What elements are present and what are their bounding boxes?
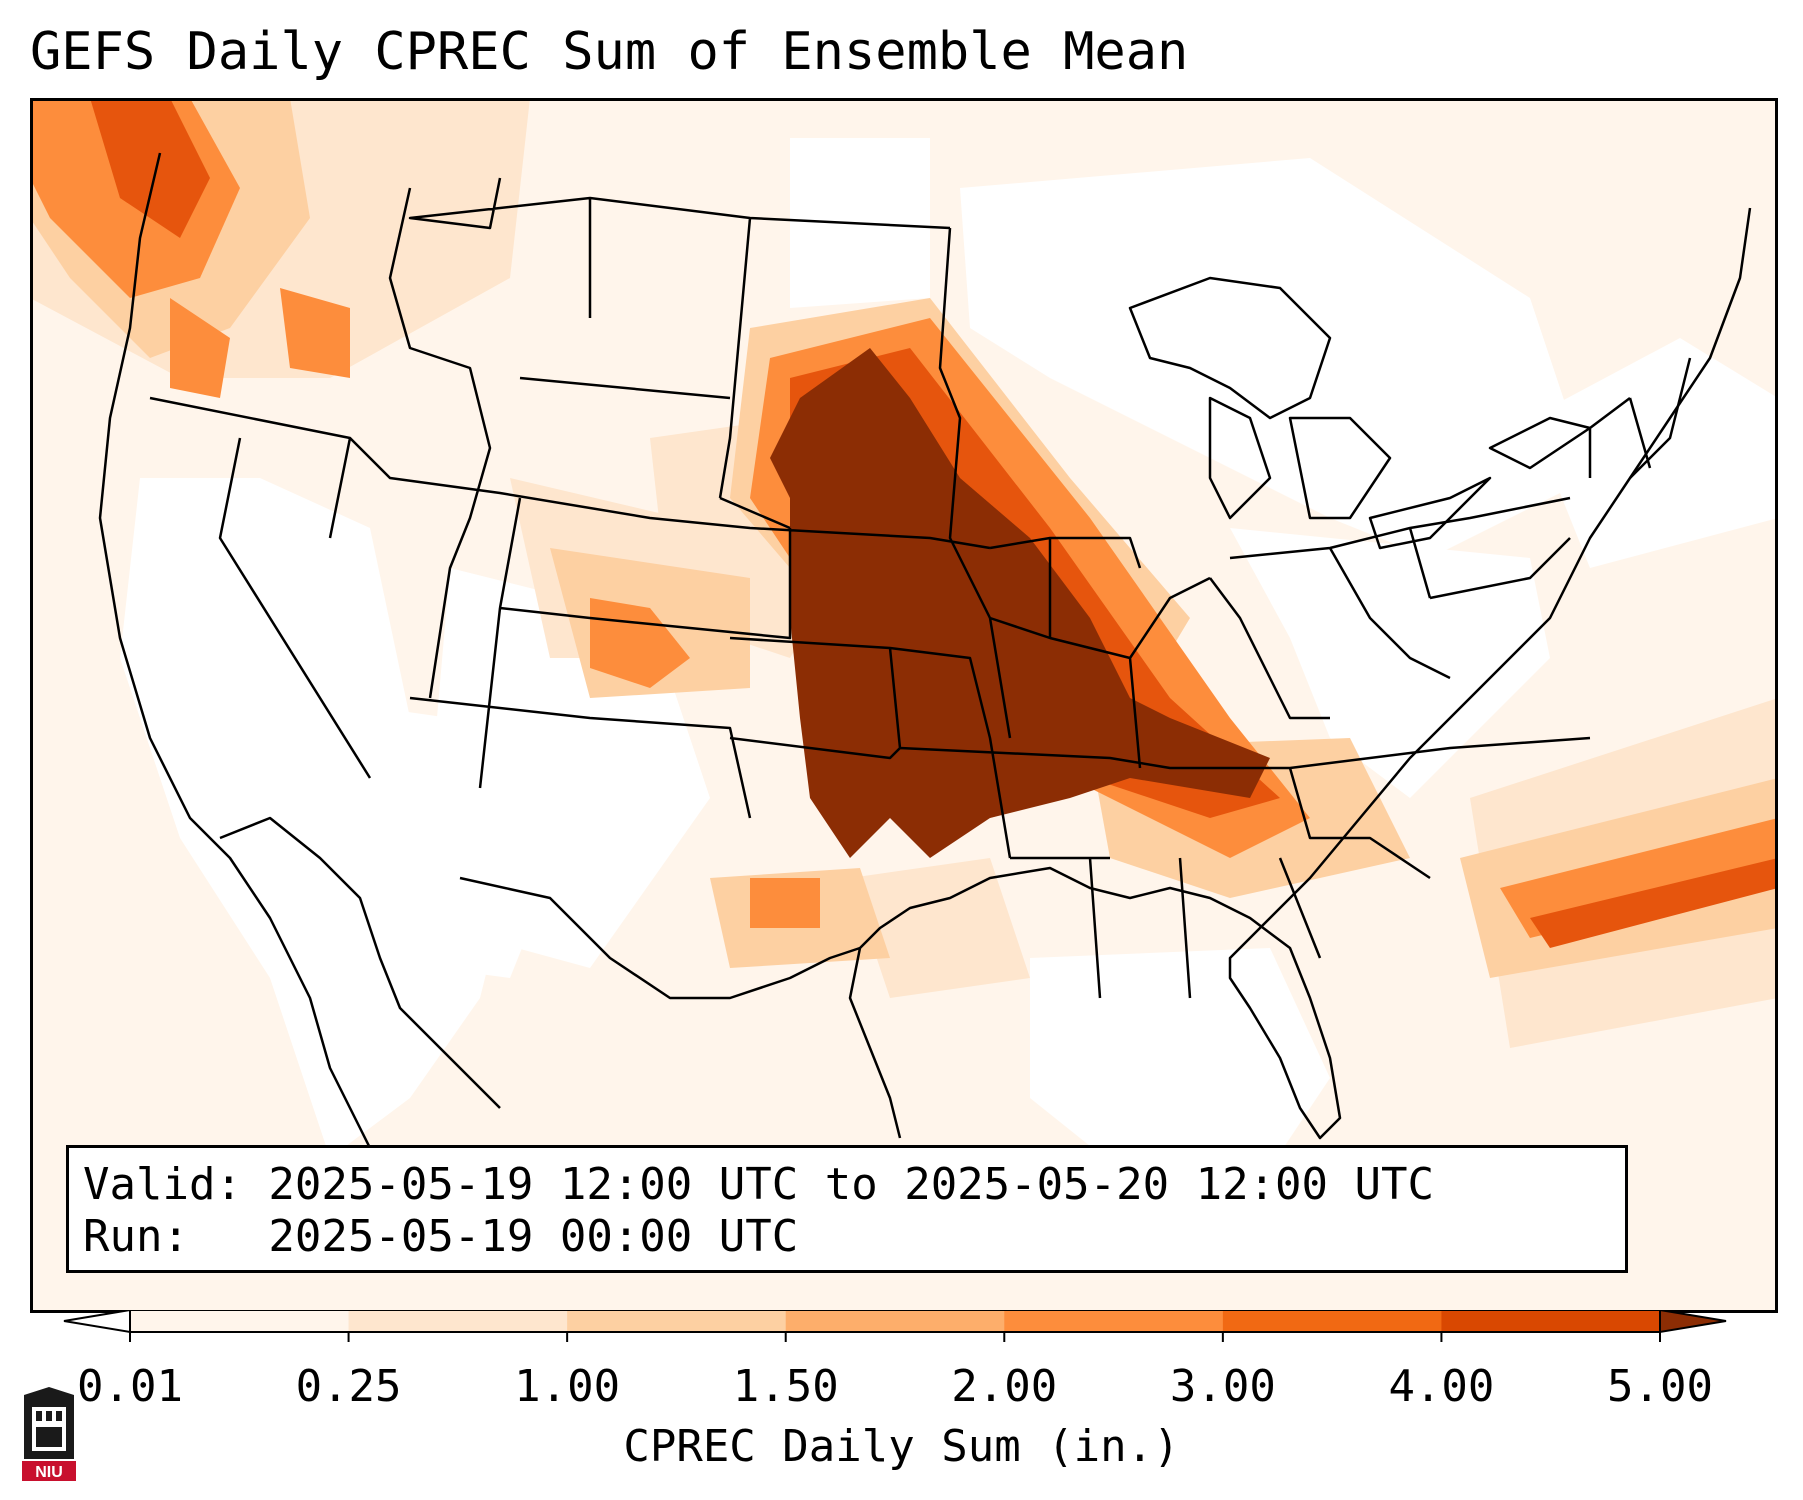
precip-dry-areas: [120, 138, 1778, 1198]
run-info-box: Valid: 2025-05-19 12:00 UTC to 2025-05-2…: [66, 1145, 1628, 1273]
niu-logo-text: NIU: [35, 1464, 63, 1481]
colorbar-tick-label: 5.00: [1607, 1361, 1713, 1412]
colorbar-under-arrow: [63, 1310, 131, 1334]
colorbar-segment: [348, 1310, 568, 1332]
colorbar: [63, 1310, 1727, 1342]
colorbar-tick-marks: [129, 1332, 1661, 1342]
precipitation-map: [30, 98, 1778, 1313]
state-lines: [149, 177, 1692, 999]
colorbar-segment: [1004, 1310, 1224, 1332]
niu-logo-icon: NIU: [22, 1387, 76, 1481]
colorbar-tick-label: 1.00: [514, 1361, 621, 1412]
colorbar-tick-label: 4.00: [1388, 1361, 1495, 1412]
valid-time-text: Valid: 2025-05-19 12:00 UTC to 2025-05-2…: [83, 1159, 1435, 1210]
colorbar-segments: [130, 1310, 1661, 1332]
colorbar-segment: [785, 1310, 1005, 1332]
colorbar-segment: [1222, 1310, 1442, 1332]
colorbar-tick-label: 0.01: [77, 1361, 183, 1412]
colorbar-tick-label: 0.25: [295, 1361, 402, 1412]
colorbar-segment: [567, 1310, 787, 1332]
colorbar-outline: [129, 1310, 1661, 1333]
colorbar-tick-label: 1.50: [732, 1361, 839, 1412]
great-lakes: [1128, 276, 1592, 550]
boundaries: [98, 152, 1752, 1259]
colorbar-segment: [130, 1310, 350, 1332]
colorbar-tick-label: 3.00: [1169, 1361, 1276, 1412]
colorbar-over-arrow: [1659, 1310, 1727, 1334]
coastline: [98, 152, 1752, 1259]
run-time-text: Run: 2025-05-19 00:00 UTC: [83, 1211, 799, 1262]
colorbar-label: CPREC Daily Sum (in.): [623, 1421, 1180, 1472]
precip-heavy-core: [770, 348, 1270, 858]
colorbar-tick-label: 2.00: [951, 1361, 1058, 1412]
map-title: GEFS Daily CPREC Sum of Ensemble Mean: [30, 22, 1189, 82]
colorbar-segment: [1441, 1310, 1661, 1332]
